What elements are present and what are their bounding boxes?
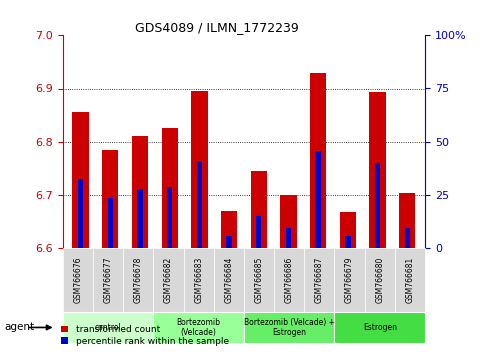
Bar (310, 73, 327, 248)
Text: GSM766678: GSM766678 (134, 256, 143, 303)
Bar (108, 199, 113, 248)
Bar (369, 92, 386, 248)
Bar (345, 235, 351, 248)
Bar (78, 179, 83, 248)
Bar (315, 150, 321, 248)
Bar (375, 163, 380, 248)
Bar (340, 212, 356, 248)
Text: GSM766683: GSM766683 (194, 256, 203, 303)
Bar (286, 228, 291, 248)
Text: GSM766687: GSM766687 (315, 256, 324, 303)
Legend: transformed count, percentile rank within the sample: transformed count, percentile rank withi… (57, 321, 232, 349)
Bar (167, 187, 172, 248)
Bar (161, 128, 178, 248)
Bar (280, 195, 297, 248)
Bar (137, 189, 142, 248)
Bar (102, 149, 118, 248)
Bar (72, 112, 89, 248)
Text: control: control (95, 323, 121, 332)
Bar (221, 211, 237, 248)
Text: Bortezomib
(Velcade): Bortezomib (Velcade) (177, 318, 221, 337)
Text: GSM766681: GSM766681 (405, 257, 414, 303)
Bar (132, 136, 148, 248)
Bar (191, 91, 208, 248)
Bar (197, 161, 202, 248)
Text: GDS4089 / ILMN_1772239: GDS4089 / ILMN_1772239 (135, 21, 299, 34)
Text: Bortezomib (Velcade) +
Estrogen: Bortezomib (Velcade) + Estrogen (244, 318, 335, 337)
Text: GSM766679: GSM766679 (345, 256, 354, 303)
Text: GSM766676: GSM766676 (73, 256, 83, 303)
Text: GSM766686: GSM766686 (284, 256, 294, 303)
Text: GSM766680: GSM766680 (375, 256, 384, 303)
Bar (399, 193, 415, 248)
Text: GSM766677: GSM766677 (103, 256, 113, 303)
Text: Estrogen: Estrogen (363, 323, 397, 332)
Bar (251, 171, 267, 248)
Bar (405, 228, 410, 248)
Bar (227, 235, 232, 248)
Text: GSM766684: GSM766684 (224, 256, 233, 303)
Text: GSM766682: GSM766682 (164, 257, 173, 303)
Text: GSM766685: GSM766685 (255, 256, 264, 303)
Text: agent: agent (5, 322, 35, 332)
Bar (256, 216, 261, 248)
